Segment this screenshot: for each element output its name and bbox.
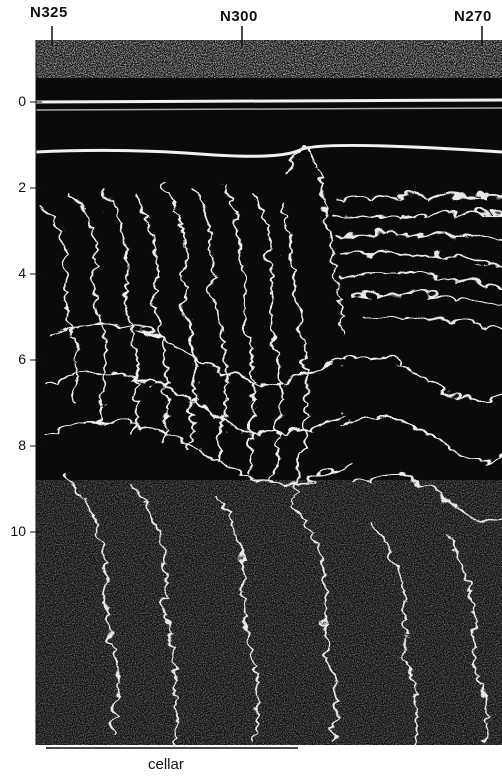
depth-label-8: 8 <box>18 437 26 453</box>
depth-label-0: 0 <box>18 93 26 109</box>
surface-noise-band <box>36 40 502 78</box>
station-tick-marks <box>51 26 483 46</box>
station-label-n325: N325 <box>30 4 68 21</box>
stratified-layers <box>329 190 502 332</box>
depth-label-4: 4 <box>18 265 26 281</box>
surface-reflectors <box>35 98 502 158</box>
depth-label-2: 2 <box>18 179 26 195</box>
lower-noise-region <box>36 480 502 745</box>
cellar-annotation: cellar <box>148 756 184 773</box>
depth-label-6: 6 <box>18 351 26 367</box>
depth-tick-marks <box>30 101 42 533</box>
station-label-n270: N270 <box>454 8 492 25</box>
station-label-n300: N300 <box>220 8 258 25</box>
depth-label-10: 10 <box>10 523 26 539</box>
